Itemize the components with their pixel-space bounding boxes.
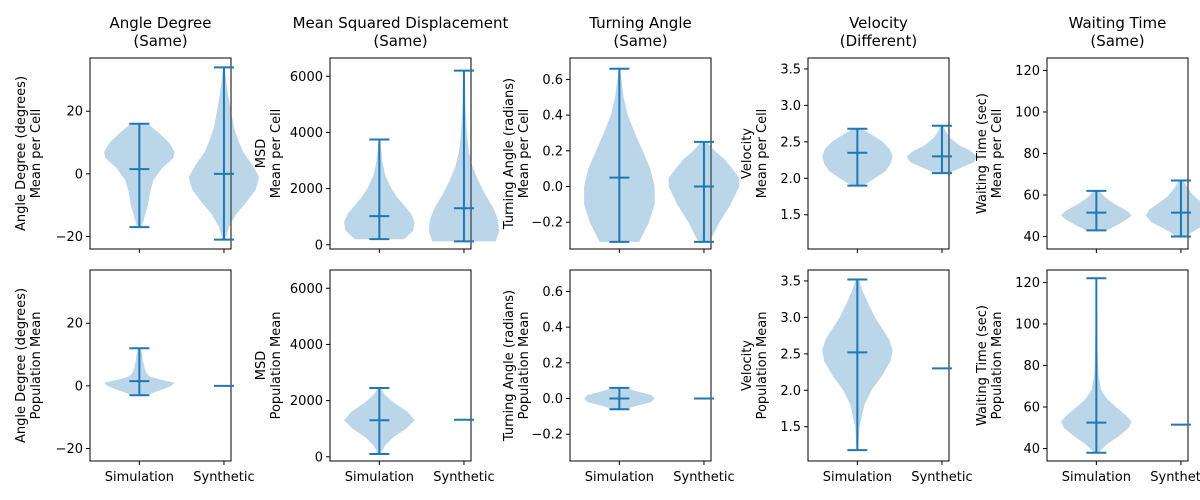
y-tick-label: 3.5 — [780, 62, 801, 77]
y-tick-label: 0 — [75, 167, 83, 182]
x-tick-label: Synthetic — [1150, 470, 1200, 485]
x-tick-label: Simulation — [345, 470, 414, 485]
y-tick-label: 0 — [75, 379, 83, 394]
axes-frame — [807, 269, 950, 462]
y-tick-label: 120 — [1015, 64, 1040, 79]
y-axis-label-group: Waiting Time (sec)Population Mean — [975, 305, 1005, 426]
y-tick-label: 100 — [1015, 317, 1040, 332]
x-tick-label: Synthetic — [193, 470, 254, 485]
y-tick-label: 20 — [66, 105, 83, 120]
axes-frame — [569, 269, 712, 462]
subplot-top-3: Velocity (Different) VelocityMean per Cell… — [740, 14, 978, 253]
y-tick-label: 80 — [1023, 359, 1040, 374]
y-tick-label: 6000 — [290, 282, 323, 297]
axes-frame — [89, 269, 232, 462]
y-tick-label: 2.5 — [780, 347, 801, 362]
x-tick-label: Simulation — [1062, 470, 1131, 485]
y-tick-label: 4000 — [290, 338, 323, 353]
y-tick-label: 40 — [1023, 442, 1040, 457]
y-axis-label-group: Turning Angle (radians)Mean per Cell — [502, 78, 532, 230]
axes-frame — [807, 57, 950, 250]
y-tick-label: 60 — [1023, 401, 1040, 416]
y-tick-label: 2.0 — [780, 172, 801, 187]
y-axis-label: Turning Angle (radians)Mean per Cell — [502, 78, 532, 230]
subplot-top-2: Turning Angle (Same) Turning Angle (radian… — [502, 14, 740, 253]
x-tick-label: Synthetic — [433, 470, 494, 485]
subplot-title: Turning Angle (Same) — [588, 14, 691, 50]
subplot-bottom-2: Turning Angle (radians)Population Mean−0… — [502, 269, 735, 485]
y-tick-label: 60 — [1023, 189, 1040, 204]
y-tick-label: 0.0 — [542, 180, 563, 195]
x-tick-label: Simulation — [105, 470, 174, 485]
y-tick-label: 3.5 — [780, 274, 801, 289]
y-tick-label: 1.5 — [780, 420, 801, 435]
y-tick-label: 3.0 — [780, 99, 801, 114]
y-axis-label-group: VelocityMean per Cell — [740, 109, 770, 199]
y-tick-label: 0.0 — [542, 392, 563, 407]
y-axis-label: VelocityPopulation Mean — [740, 312, 770, 420]
y-tick-label: −20 — [56, 230, 83, 245]
subplot-title: Velocity (Different) — [840, 14, 917, 50]
axes-frame — [329, 57, 472, 250]
y-tick-label: −0.2 — [531, 216, 563, 231]
y-axis-label: Waiting Time (sec)Mean per Cell — [975, 93, 1005, 214]
y-axis-label: MSDMean per Cell — [254, 109, 284, 199]
y-tick-label: 0 — [315, 450, 323, 465]
y-tick-label: 2.0 — [780, 384, 801, 399]
y-axis-label: Angle Degree (degrees)Mean per Cell — [14, 76, 44, 231]
y-axis-label-group: Waiting Time (sec)Mean per Cell — [975, 93, 1005, 214]
subplot-bottom-1: MSDPopulation Mean 0 2000 4000 6000 Simulatio… — [254, 269, 495, 485]
y-tick-label: 3.0 — [780, 311, 801, 326]
y-tick-label: 80 — [1023, 147, 1040, 162]
y-axis-label-group: Angle Degree (degrees)Population Mean — [14, 288, 44, 443]
subplot-bottom-0: Angle Degree (degrees)Population Mean −20… — [14, 269, 255, 485]
y-tick-label: 0 — [315, 238, 323, 253]
y-axis-label: Angle Degree (degrees)Population Mean — [14, 288, 44, 443]
y-axis-label-group: MSDPopulation Mean — [254, 312, 284, 420]
y-tick-label: 2.5 — [780, 135, 801, 150]
y-tick-label: 4000 — [290, 126, 323, 141]
y-tick-label: 0.4 — [542, 109, 563, 124]
y-axis-label: Turning Angle (radians)Population Mean — [502, 290, 532, 442]
subplot-title: Mean Squared Displacement (Same) — [293, 14, 509, 50]
y-axis-label-group: MSDMean per Cell — [254, 109, 284, 199]
y-tick-label: −0.2 — [531, 428, 563, 443]
y-tick-label: 2000 — [290, 394, 323, 409]
axes-frame — [569, 57, 712, 250]
y-tick-label: 0.6 — [542, 73, 563, 88]
axes-frame — [329, 269, 472, 462]
y-tick-label: 20 — [66, 317, 83, 332]
y-axis-label: Waiting Time (sec)Population Mean — [975, 305, 1005, 426]
y-axis-label: VelocityMean per Cell — [740, 109, 770, 199]
x-tick-label: Simulation — [823, 470, 892, 485]
y-tick-label: 1.5 — [780, 208, 801, 223]
x-tick-label: Simulation — [585, 470, 654, 485]
subplot-title: Angle Degree (Same) — [109, 14, 211, 50]
y-axis-label: MSDPopulation Mean — [254, 312, 284, 420]
y-tick-label: 0.2 — [542, 356, 563, 371]
y-axis-label-group: VelocityPopulation Mean — [740, 312, 770, 420]
y-tick-label: 6000 — [290, 70, 323, 85]
axes-frame — [89, 57, 232, 250]
y-tick-label: −20 — [56, 442, 83, 457]
violin-synthetic-body — [1145, 180, 1200, 237]
y-tick-label: 0.2 — [542, 144, 563, 159]
subplot-top-4: Waiting Time (Same) Waiting Time (sec)Mean… — [975, 14, 1200, 253]
subplot-bottom-4: Waiting Time (sec)Population Mean 40 60 80 1… — [975, 269, 1200, 485]
x-tick-label: Synthetic — [673, 470, 734, 485]
subplot-bottom-3: VelocityPopulation Mean 1.5 2.0 2.5 3.0 3.5 Si… — [740, 269, 973, 485]
y-tick-label: 100 — [1015, 105, 1040, 120]
y-tick-label: 2000 — [290, 182, 323, 197]
y-tick-label: 0.6 — [542, 285, 563, 300]
y-tick-label: 40 — [1023, 230, 1040, 245]
y-tick-label: 0.4 — [542, 321, 563, 336]
subplot-title: Waiting Time (Same) — [1069, 14, 1167, 50]
x-tick-label: Synthetic — [911, 470, 972, 485]
y-tick-label: 120 — [1015, 276, 1040, 291]
subplot-top-1: Mean Squared Displacement (Same) MSDMean p… — [254, 14, 509, 253]
y-axis-label-group: Turning Angle (radians)Population Mean — [502, 290, 532, 442]
y-axis-label-group: Angle Degree (degrees)Mean per Cell — [14, 76, 44, 231]
subplot-top-0: Angle Degree (Same) Angle Degree (degrees)… — [14, 14, 260, 253]
